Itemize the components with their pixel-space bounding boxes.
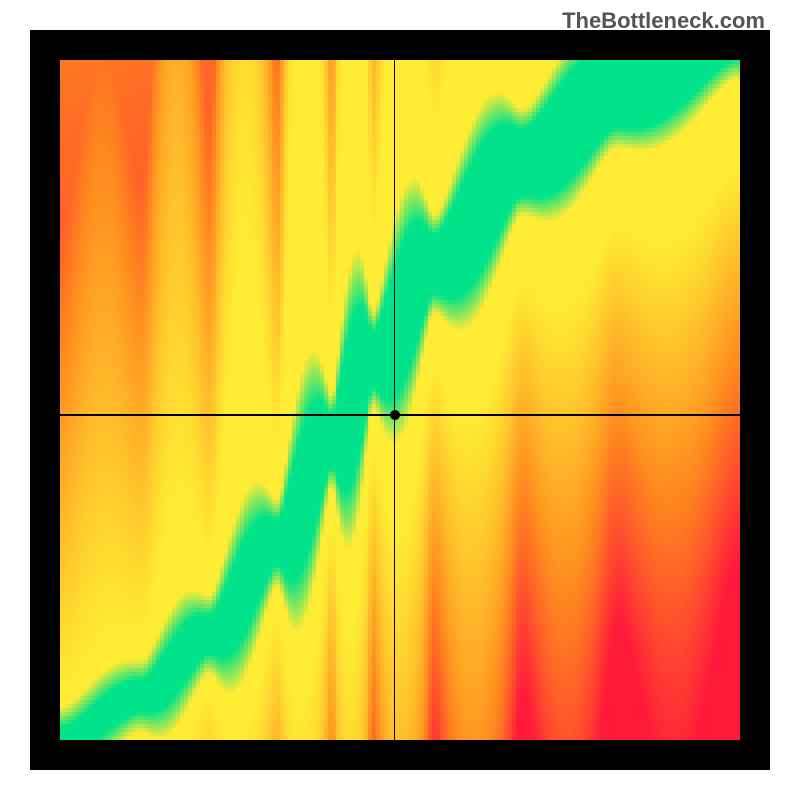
heatmap-plot bbox=[60, 60, 740, 740]
crosshair-vertical bbox=[394, 60, 395, 740]
crosshair-horizontal bbox=[60, 414, 740, 415]
watermark-text: TheBottleneck.com bbox=[562, 8, 765, 34]
crosshair-dot bbox=[390, 410, 400, 420]
